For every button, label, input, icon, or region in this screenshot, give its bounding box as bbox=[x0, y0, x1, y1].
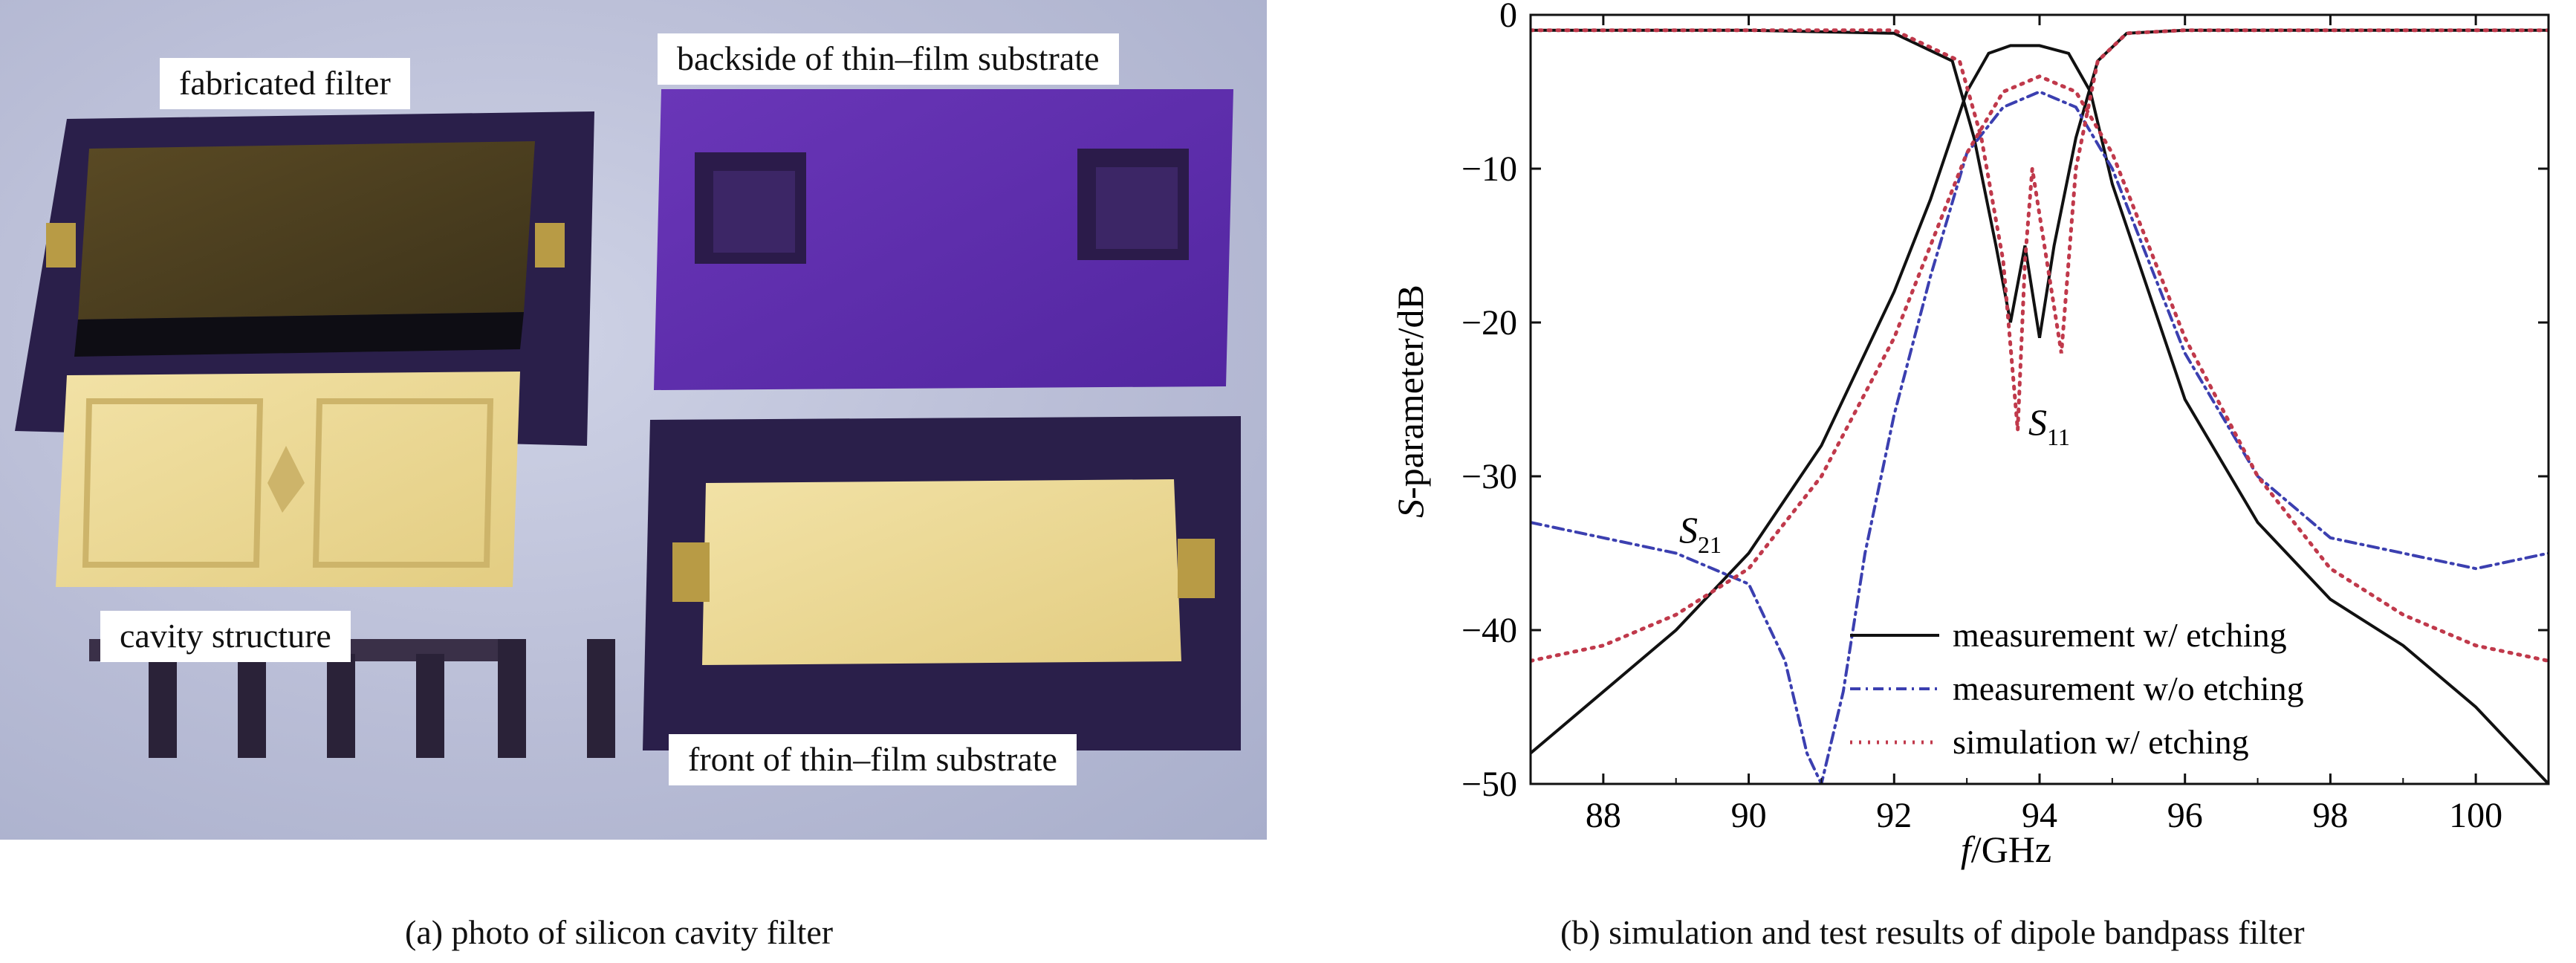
x-tick-label: 94 bbox=[2022, 796, 2057, 835]
legend-label: simulation w/ etching bbox=[1953, 723, 2249, 761]
x-tick-label: 98 bbox=[2312, 796, 2348, 835]
legend-label: measurement w/ etching bbox=[1953, 616, 2287, 654]
x-axis-title: f/GHz bbox=[1961, 829, 2051, 870]
label-cavity-structure: cavity structure bbox=[100, 611, 351, 662]
y-axis-title: S-parameter/dB bbox=[1389, 285, 1431, 518]
fabricated-filter-lid bbox=[78, 141, 535, 320]
x-tick-label: 90 bbox=[1731, 796, 1767, 835]
filter-photo: fabricated filter backside of thin–film … bbox=[0, 0, 1267, 840]
label-fabricated-filter: fabricated filter bbox=[160, 58, 410, 109]
label-front-substrate: front of thin–film substrate bbox=[669, 734, 1077, 785]
axes: 88 90 92 94 96 98 100 0 −10 −20 −30 −40 −50 bbox=[1461, 0, 2550, 835]
x-tick-label: 100 bbox=[2449, 796, 2502, 835]
x-tick-label: 88 bbox=[1586, 796, 1621, 835]
series-line-simulation-w-etching-s11 bbox=[1531, 28, 2549, 431]
y-tick-label: −20 bbox=[1461, 303, 1517, 343]
legend: measurement w/ etching measurement w/o et… bbox=[1850, 616, 2304, 761]
caption-a: (a) photo of silicon cavity filter bbox=[405, 913, 834, 951]
photo-illustration bbox=[15, 89, 1241, 758]
label-backside-substrate: backside of thin–film substrate bbox=[658, 33, 1119, 85]
x-tick-label: 96 bbox=[2167, 796, 2203, 835]
annotations: S11 S21 bbox=[1679, 401, 2070, 558]
series-line-simulation-w-etching-s21 bbox=[1531, 74, 2549, 663]
s21-annotation: S21 bbox=[1679, 509, 1722, 558]
y-tick-label: −50 bbox=[1461, 765, 1517, 804]
plot-frame bbox=[1529, 13, 2550, 785]
plot-area bbox=[1531, 28, 2549, 784]
caption-b: (b) simulation and test results of dipol… bbox=[1560, 913, 2305, 951]
y-tick-label: −10 bbox=[1461, 149, 1517, 189]
x-tick-label: 92 bbox=[1876, 796, 1912, 835]
y-tick-label: −40 bbox=[1461, 611, 1517, 650]
y-tick-label: −30 bbox=[1461, 457, 1517, 496]
series-line-measurement-w-o-etching-s21 bbox=[1531, 90, 2549, 784]
series-line-measurement-w-etching-s21 bbox=[1531, 44, 2549, 784]
y-tick-label: 0 bbox=[1499, 0, 1517, 35]
legend-label: measurement w/o etching bbox=[1953, 669, 2304, 707]
s11-annotation: S11 bbox=[2028, 401, 2070, 450]
